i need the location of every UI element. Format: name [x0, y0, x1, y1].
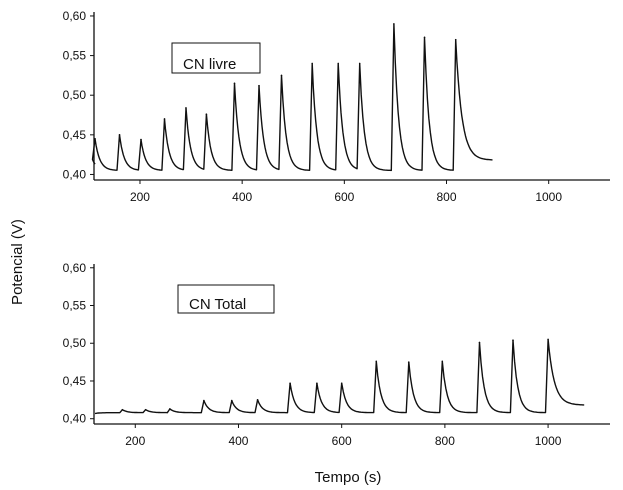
peak-point	[375, 360, 378, 363]
x-tick-label: 200	[125, 434, 145, 448]
peak-point	[258, 84, 260, 87]
y-tick-label: 0,55	[63, 299, 87, 313]
peak-point	[121, 408, 124, 411]
peak-point	[118, 134, 121, 136]
peak-point	[358, 62, 361, 65]
peak-point	[203, 399, 205, 402]
y-tick-label: 0,40	[63, 167, 87, 181]
x-tick-label: 1000	[535, 434, 562, 448]
y-tick-label: 0,50	[63, 336, 87, 350]
y-tick-label: 0,55	[63, 49, 87, 63]
peak-point	[512, 339, 514, 342]
peak-point	[205, 113, 208, 116]
peak-point	[230, 399, 233, 402]
y-tick-label: 0,40	[63, 412, 87, 426]
y-tick-label: 0,45	[63, 128, 87, 142]
x-tick-label: 600	[332, 434, 352, 448]
peak-point	[316, 382, 318, 385]
annotation-label: CN Total	[189, 296, 246, 313]
x-tick-label: 800	[436, 190, 456, 204]
peak-point	[423, 36, 426, 39]
peak-point	[280, 74, 283, 77]
chart-cn-total: 0,40 0,45 0,50 0,55 0,60 200 400 600 800 1000 CN T…	[63, 261, 610, 486]
y-tick-label: 0,60	[63, 261, 87, 275]
peak-point	[169, 408, 171, 410]
x-tick-label: 600	[334, 190, 354, 204]
peak-point	[407, 361, 410, 363]
x-tick-label: 400	[228, 434, 248, 448]
chart-cn-livre: 0,40 0,45 0,50 0,55 0,60 200 400 600 800 1000 CN l…	[63, 9, 610, 204]
x-axis-title: Tempo (s)	[315, 469, 382, 486]
series-line	[91, 23, 493, 172]
y-axis-title: Potencial (V)	[9, 219, 26, 305]
x-tick-label: 1000	[535, 190, 562, 204]
peak-point	[311, 62, 313, 65]
y-tick-label: 0,50	[63, 88, 87, 102]
annotation-box	[177, 284, 275, 314]
x-tick-label: 800	[435, 434, 455, 448]
peak-point	[340, 382, 343, 385]
peak-point	[454, 38, 457, 41]
peak-point	[94, 137, 96, 140]
peak-point	[140, 138, 142, 141]
y-tick-label: 0,45	[63, 374, 87, 388]
peak-point	[233, 82, 236, 85]
peak-point	[393, 23, 395, 25]
x-tick-label: 400	[232, 190, 252, 204]
annotation-label: CN livre	[183, 56, 236, 73]
peak-point	[337, 62, 340, 65]
peak-point	[185, 107, 187, 109]
peak-point	[144, 408, 147, 411]
x-tick-label: 200	[130, 190, 150, 204]
peak-point	[441, 360, 444, 363]
annotation-box	[171, 42, 261, 74]
y-tick-label: 0,60	[63, 9, 87, 23]
peak-point	[256, 399, 259, 401]
peak-point	[163, 118, 166, 120]
peak-point	[478, 341, 481, 344]
peak-point	[547, 338, 549, 341]
peak-point	[289, 382, 291, 385]
series-line	[94, 338, 585, 415]
